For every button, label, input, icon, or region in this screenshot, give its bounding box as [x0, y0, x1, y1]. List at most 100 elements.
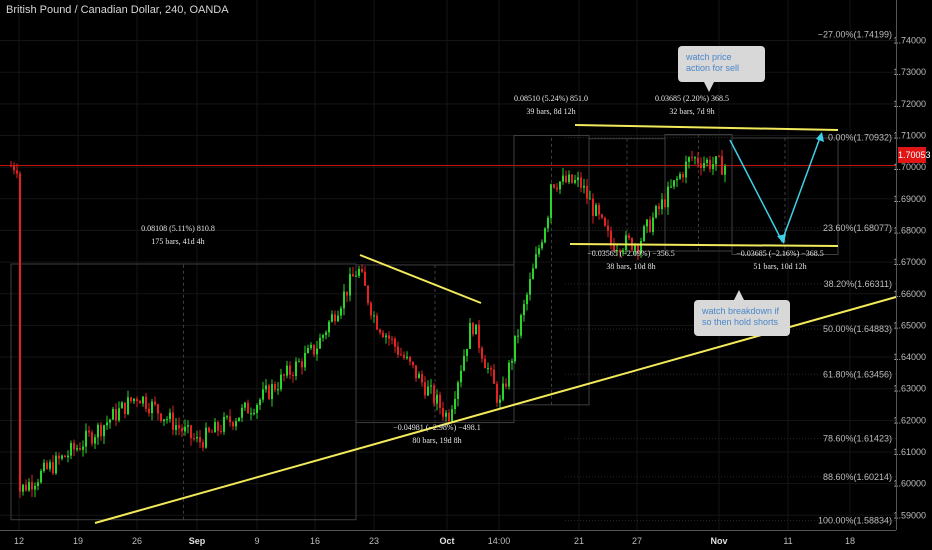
candle-bull: [76, 448, 78, 450]
candle-bull: [694, 157, 696, 159]
time-tick-label: 23: [369, 536, 379, 546]
candle-bull: [103, 425, 105, 437]
candle-bull: [310, 344, 312, 349]
candle-bull: [559, 181, 561, 190]
candle-bear: [442, 408, 444, 417]
price-tick-label: 1.73000: [893, 67, 926, 77]
candle-bear: [598, 204, 600, 215]
candle-bear: [73, 443, 75, 450]
candle-bull: [652, 217, 654, 232]
candle-bear: [154, 401, 156, 405]
candle-bull: [316, 348, 318, 355]
candle-bear: [232, 422, 234, 427]
measure-label: 0.08108 (5.11%) 810.8: [141, 224, 215, 233]
candle-bear: [619, 250, 621, 253]
fib-label: 38.20%(1.66311): [824, 279, 892, 289]
callout-line: so then hold shorts: [702, 317, 779, 327]
candle-bull: [514, 335, 516, 362]
candle-bull: [118, 408, 120, 421]
candle-bull: [142, 396, 144, 404]
candle-bull: [547, 217, 549, 229]
price-tick-label: 1.72000: [893, 99, 926, 109]
candle-bull: [355, 275, 357, 277]
candle-bull: [685, 161, 687, 178]
candle-bull: [343, 291, 345, 309]
candle-bear: [709, 159, 711, 170]
fib-label: 50.00%(1.64883): [823, 324, 892, 334]
candle-bear: [571, 174, 573, 183]
candle-bull: [175, 425, 177, 430]
callout-pointer: [704, 82, 714, 92]
candle-bear: [505, 383, 507, 387]
measure-label: 175 bars, 41d 4h: [151, 237, 204, 246]
time-tick-label: 18: [845, 536, 855, 546]
candle-bear: [409, 356, 411, 362]
fib-label: 61.80%(1.63456): [823, 369, 892, 379]
measure-label: 38 bars, 10d 8h: [606, 262, 655, 271]
candle-bear: [148, 408, 150, 414]
candle-bull: [703, 163, 705, 168]
candle-bear: [199, 436, 201, 443]
candle-bear: [613, 243, 615, 251]
candle-bear: [247, 402, 249, 414]
candle-bull: [28, 482, 30, 491]
candle-bear: [697, 157, 699, 164]
candle-bear: [637, 245, 639, 253]
candle-bear: [10, 165, 12, 167]
candle-bear: [412, 361, 414, 366]
candle-bull: [670, 186, 672, 188]
candle-bull: [502, 383, 504, 400]
projection-path: [729, 134, 822, 243]
candle-bear: [91, 432, 93, 444]
callout-watch-breakdown: watch breakdown if so then hold shorts: [694, 290, 790, 336]
time-axis: 12 19 26 Sep 9 16 23 Oct 14:00 21 27 Nov 11 18: [0, 530, 896, 546]
candle-bull: [307, 348, 309, 353]
candle-bear: [397, 346, 399, 355]
price-tick-label: 1.62000: [893, 415, 926, 425]
candle-bear: [682, 174, 684, 178]
candle-bull: [451, 409, 453, 421]
candle-bull: [358, 268, 360, 276]
candle-bull: [325, 332, 327, 336]
candle-bull: [151, 401, 153, 414]
candle-bear: [664, 199, 666, 208]
candle-bull: [469, 323, 471, 349]
time-tick-label: 12: [14, 536, 24, 546]
measure-label: −0.04981 (−2.98%) −498.1: [393, 423, 481, 432]
candle-bear: [79, 448, 81, 450]
candle-bull: [214, 422, 216, 433]
candle-bear: [346, 291, 348, 296]
candle-bull: [634, 245, 636, 251]
candle-bear: [172, 412, 174, 430]
candle-bear: [391, 338, 393, 340]
candle-bull: [445, 412, 447, 417]
candle-bear: [292, 374, 294, 377]
time-tick-label: 14:00: [488, 536, 511, 546]
candle-bull: [22, 484, 24, 492]
candle-bull: [277, 389, 279, 391]
candle-bear: [31, 482, 33, 490]
candle-bear: [178, 425, 180, 429]
candle-bull: [82, 446, 84, 450]
candle-bull: [430, 385, 432, 387]
candle-bull: [43, 462, 45, 471]
candle-bull: [466, 348, 468, 356]
projection-arrowhead: [816, 132, 824, 142]
fibonacci-labels: −27.00%(1.74199) 0.00%(1.70932) 23.60%(1.6…: [818, 29, 892, 525]
candle-bear: [301, 361, 303, 368]
callout-pointer: [734, 290, 744, 300]
price-tick-label: 1.59000: [893, 510, 926, 520]
measure-label: 0.08510 (5.24%) 851.0: [514, 94, 588, 103]
candle-bear: [628, 235, 630, 239]
price-tick-label: 1.71000: [893, 131, 926, 141]
candle-bear: [130, 397, 132, 402]
candle-bull: [244, 402, 246, 408]
candle-bull: [298, 361, 300, 363]
candle-bull: [250, 413, 252, 415]
candle-bear: [580, 177, 582, 188]
time-tick-label: 16: [310, 536, 320, 546]
candle-bear: [649, 219, 651, 232]
candle-bear: [181, 428, 183, 432]
candle-bull: [688, 157, 690, 162]
